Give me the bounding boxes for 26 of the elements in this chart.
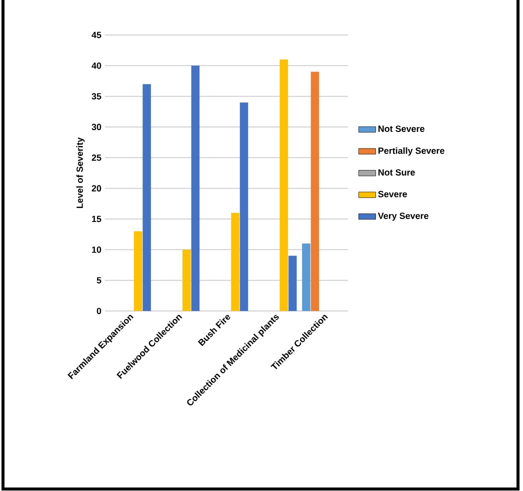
legend-label: Not Sure bbox=[378, 169, 415, 176]
bar bbox=[240, 102, 248, 311]
y-tick-label: 15 bbox=[92, 216, 102, 222]
legend-label: Severe bbox=[378, 190, 407, 198]
y-tick-label: 40 bbox=[92, 62, 102, 69]
legend-label: Pertially Severe bbox=[378, 147, 444, 156]
legend-label: Not Severe bbox=[378, 126, 424, 132]
y-tick-label: 30 bbox=[92, 124, 102, 130]
bar bbox=[310, 72, 320, 311]
y-tick-label: 10 bbox=[92, 246, 102, 253]
y-tick-label: 5 bbox=[96, 277, 102, 284]
bar bbox=[280, 60, 288, 311]
bar bbox=[182, 250, 191, 311]
bar bbox=[231, 212, 240, 311]
bar bbox=[288, 256, 297, 311]
bar bbox=[191, 66, 200, 311]
bar bbox=[142, 84, 151, 311]
bar bbox=[302, 244, 310, 311]
y-tick-label: 25 bbox=[92, 154, 102, 161]
bar bbox=[134, 231, 142, 311]
legend-label: Very Severe bbox=[378, 212, 428, 221]
y-tick-label: 35 bbox=[92, 93, 102, 100]
y-tick-label: 0 bbox=[96, 308, 102, 314]
y-tick-label: 45 bbox=[92, 32, 102, 38]
y-tick-label: 20 bbox=[92, 185, 102, 192]
y-axis-title: Level of Severity bbox=[76, 137, 85, 208]
